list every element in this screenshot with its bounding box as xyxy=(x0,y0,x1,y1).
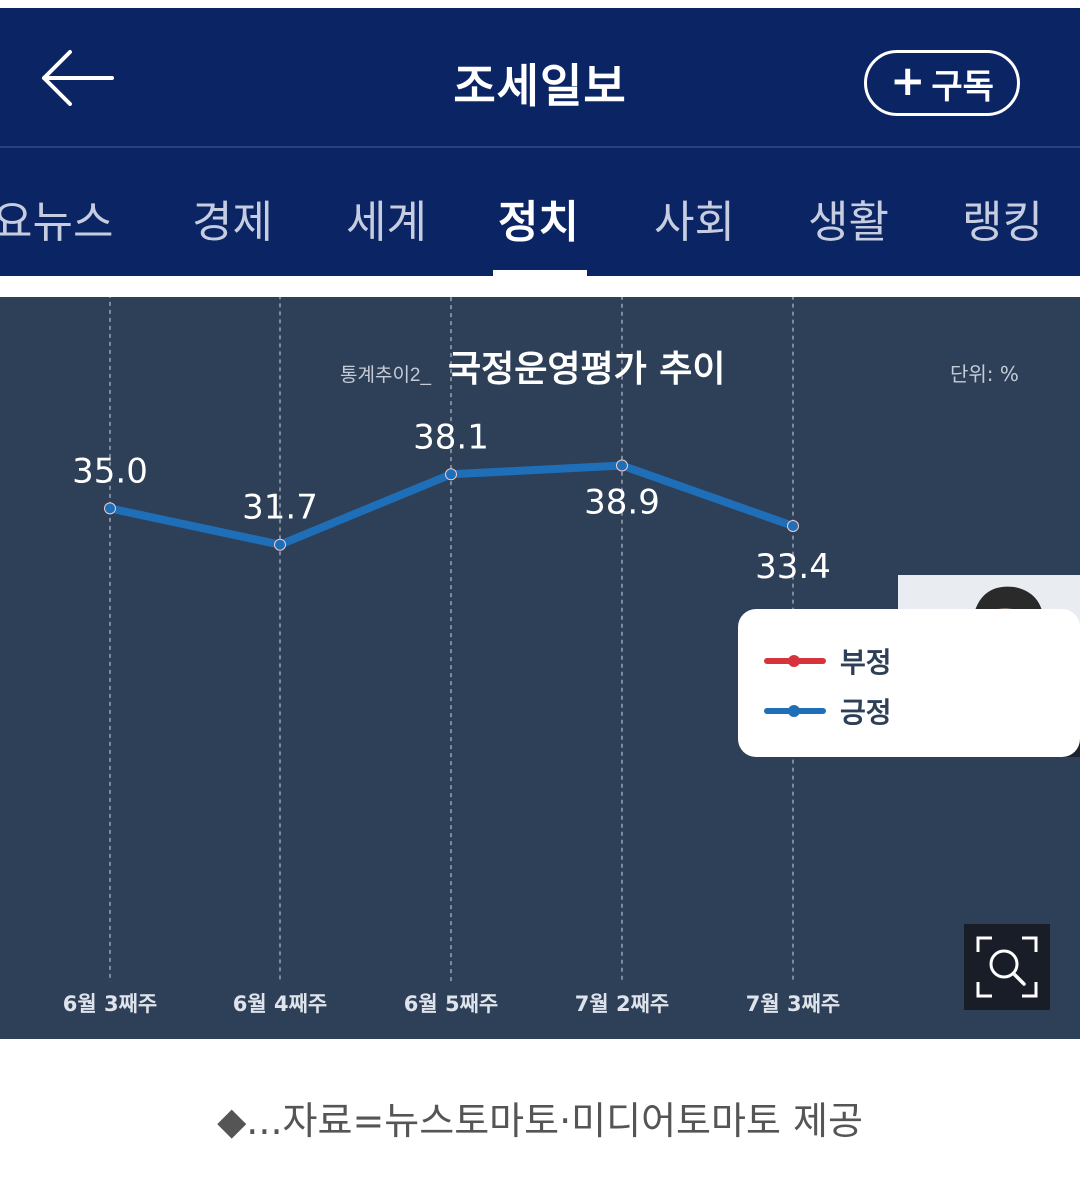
zoom-magnifier-icon xyxy=(976,936,1038,998)
data-point xyxy=(274,538,286,551)
unit-label: 단위: % xyxy=(950,362,1019,386)
chart-title-prefix: 통계추이2_ xyxy=(340,364,431,386)
active-tab-indicator xyxy=(493,270,587,276)
subscribe-button[interactable]: + 구독 xyxy=(864,50,1020,116)
back-button[interactable] xyxy=(40,48,116,108)
x-tick-label: 7월 3째주 xyxy=(746,992,841,1016)
legend-item-negative: 부정 xyxy=(764,641,892,681)
tab-ranking[interactable]: 랭킹 xyxy=(962,197,1043,248)
tab-economy[interactable]: 경제 xyxy=(192,197,273,248)
subscribe-label: 구독 xyxy=(931,66,994,107)
chart-legend: 부정 긍정 xyxy=(738,609,1080,757)
legend-item-positive: 긍정 xyxy=(764,691,892,731)
x-tick-label: 6월 4째주 xyxy=(233,992,328,1016)
data-point xyxy=(787,520,799,532)
legend-swatch-negative xyxy=(764,655,826,667)
legend-label-positive: 긍정 xyxy=(840,696,892,729)
tab-society[interactable]: 사회 xyxy=(654,197,735,248)
x-tick-label: 6월 5째주 xyxy=(404,992,499,1016)
data-label: 38.9 xyxy=(584,483,660,523)
chart-title: 국정운영평가 추이 xyxy=(448,349,726,390)
data-label: 31.7 xyxy=(242,488,318,528)
category-tabs: 요뉴스 경제 세계 정치 사회 생활 랭킹 xyxy=(0,146,1080,276)
tab-politics[interactable]: 정치 xyxy=(498,197,579,248)
tab-main-news[interactable]: 요뉴스 xyxy=(0,197,114,248)
tab-world[interactable]: 세계 xyxy=(346,197,427,248)
plus-icon: + xyxy=(890,56,926,105)
legend-label-negative: 부정 xyxy=(840,646,892,679)
arrow-left-icon xyxy=(42,50,114,106)
data-label: 33.4 xyxy=(755,547,831,587)
data-point xyxy=(104,502,116,515)
data-label: 35.0 xyxy=(72,451,148,491)
top-bar: 조세일보 + 구독 xyxy=(0,8,1080,146)
data-point xyxy=(616,459,628,472)
app-title: 조세일보 xyxy=(453,59,627,113)
x-tick-label: 6월 3째주 xyxy=(63,992,158,1016)
legend-swatch-positive xyxy=(764,705,826,717)
image-caption: ◆...자료=뉴스토마토·미디어토마토 제공 xyxy=(217,1099,863,1143)
x-tick-label: 7월 2째주 xyxy=(575,992,670,1016)
data-label: 38.1 xyxy=(413,417,489,457)
tab-life[interactable]: 생활 xyxy=(808,197,889,248)
data-point xyxy=(445,468,457,481)
zoom-image-button[interactable] xyxy=(964,924,1050,1010)
